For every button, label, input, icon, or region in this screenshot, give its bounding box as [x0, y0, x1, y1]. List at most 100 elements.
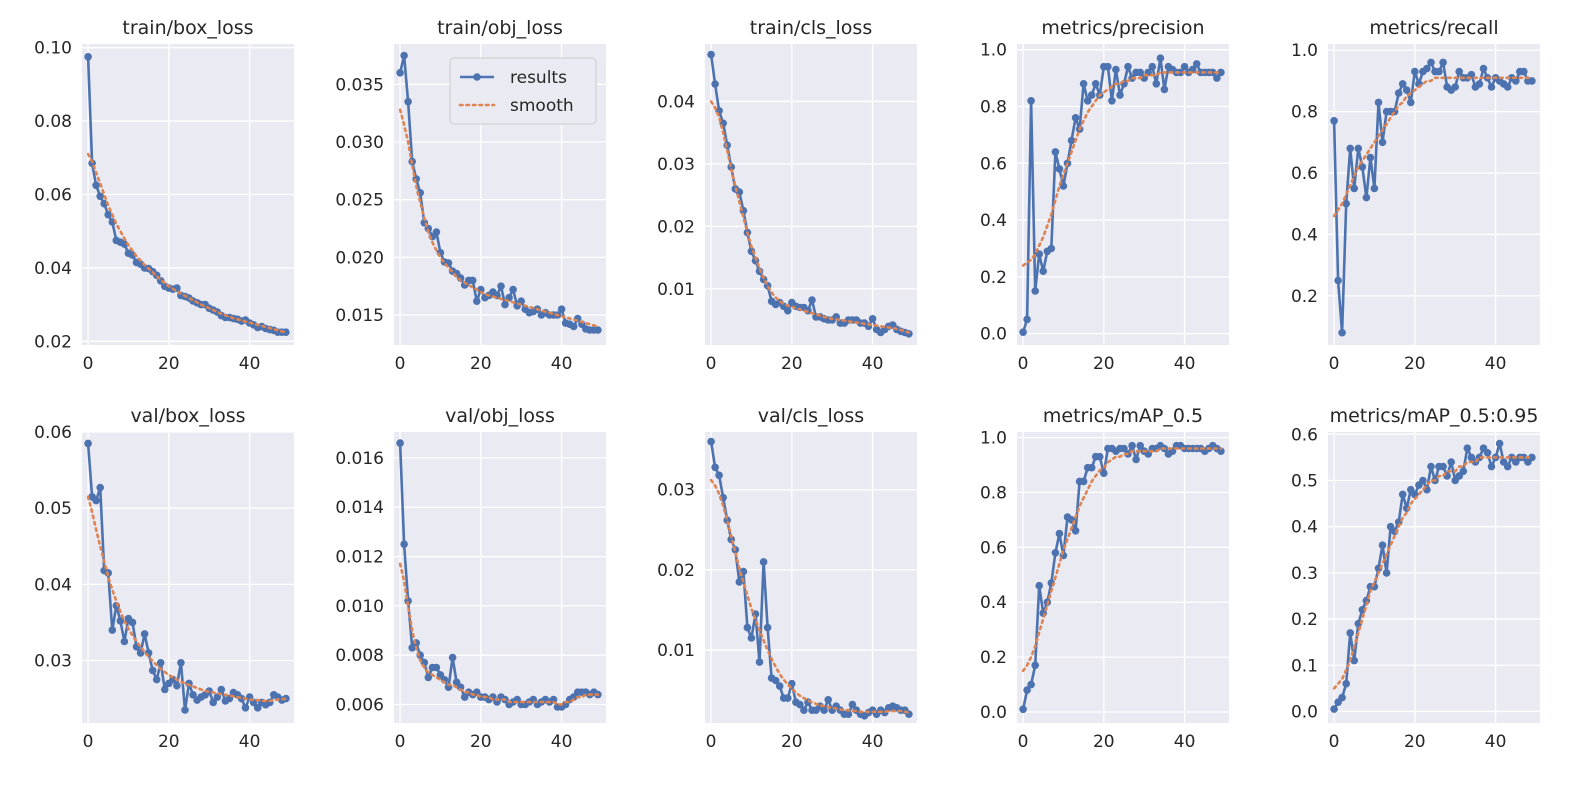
x-tick-label: 20: [781, 732, 803, 752]
results-point: [1475, 80, 1484, 88]
results-point: [1342, 199, 1350, 208]
results-point: [1378, 541, 1387, 549]
y-tick-label: 0.4: [980, 593, 1007, 613]
results-point: [775, 682, 784, 690]
plot-area: [1328, 44, 1540, 345]
subplot-10: 0 20 40 0.0 0.1 0.2 0.3 0.4 0.5 0.6 metrics/mAP_0.…: [1291, 405, 1540, 752]
y-tick-label: 0.6: [980, 538, 1007, 558]
results-point: [723, 516, 731, 524]
x-tick-label: 40: [1174, 354, 1196, 374]
results-point: [784, 306, 792, 315]
results-point: [1031, 661, 1039, 670]
results-point: [1100, 469, 1108, 478]
results-point: [1407, 98, 1415, 107]
x-tick-label: 0: [83, 732, 94, 752]
y-tick-label: 0.03: [657, 155, 695, 175]
subplot-title: train/cls_loss: [750, 17, 872, 39]
results-point: [84, 439, 92, 448]
y-tick-label: 0.03: [657, 481, 695, 501]
y-tick-label: 0.6: [980, 154, 1007, 174]
y-tick-label: 0.04: [34, 259, 72, 279]
results-point: [1487, 462, 1496, 471]
legend: results smooth: [449, 57, 597, 125]
results-point: [1382, 569, 1391, 577]
results-point: [1520, 67, 1528, 76]
y-tick-label: 0.3: [1291, 564, 1318, 584]
results-point: [1398, 490, 1407, 499]
results-point: [1079, 80, 1088, 88]
y-tick-label: 0.010: [335, 597, 384, 617]
x-tick-label: 0: [706, 732, 717, 752]
results-point: [1374, 98, 1383, 107]
results-point: [1528, 77, 1536, 85]
smooth-line: [709, 478, 911, 714]
results-point: [800, 706, 808, 714]
x-tick-label: 20: [158, 732, 180, 752]
subplot-title: val/obj_loss: [445, 405, 555, 427]
x-tick-label: 40: [1174, 732, 1196, 752]
y-tick-label: 0.04: [657, 92, 695, 112]
subplot-8: 0 20 40 0.01 0.02 0.03 val/cls_loss: [657, 405, 917, 752]
y-tick-label: 0.4: [980, 211, 1007, 231]
results-point: [1394, 89, 1403, 97]
x-tick-label: 40: [239, 354, 261, 374]
x-tick-label: 40: [862, 732, 884, 752]
results-point: [1411, 67, 1419, 76]
smooth-line: [86, 495, 288, 703]
results-point: [1334, 276, 1342, 285]
results-point: [820, 706, 828, 714]
y-tick-label: 0.0: [980, 325, 1007, 345]
results-point: [1104, 62, 1112, 71]
x-tick-label: 40: [239, 732, 261, 752]
y-tick-label: 0.05: [34, 499, 72, 519]
y-tick-label: 0.0: [1291, 702, 1318, 722]
results-point: [1362, 193, 1371, 202]
results-point: [501, 300, 509, 309]
results-point: [1031, 287, 1039, 295]
results-point: [1346, 144, 1354, 153]
results-point: [1160, 85, 1169, 94]
results-point: [189, 691, 197, 699]
results-point: [108, 626, 117, 634]
results-point: [432, 663, 441, 672]
y-tick-label: 0.4: [1291, 518, 1318, 538]
results-point: [396, 69, 404, 77]
results-point: [1447, 458, 1455, 466]
x-tick-label: 20: [470, 354, 492, 374]
x-tick-label: 0: [395, 732, 406, 752]
results-point: [824, 696, 832, 704]
x-tick-label: 40: [551, 732, 573, 752]
results-point: [1338, 693, 1346, 702]
results-point: [711, 463, 719, 472]
results-point: [844, 710, 853, 718]
results-point: [1455, 67, 1463, 76]
results-point: [747, 634, 756, 642]
results-point: [868, 315, 877, 323]
results-point: [1439, 462, 1447, 471]
results-point: [1027, 680, 1035, 689]
y-tick-label: 0.2: [980, 648, 1007, 668]
results-point: [1071, 527, 1080, 535]
x-tick-label: 20: [1404, 732, 1426, 752]
results-point: [1055, 529, 1064, 538]
results-point: [1338, 328, 1346, 337]
results-point: [148, 666, 157, 675]
results-point: [1346, 629, 1354, 637]
results-point: [1439, 58, 1447, 67]
results-point: [161, 685, 169, 694]
results-point: [1096, 452, 1104, 461]
results-point: [92, 181, 100, 190]
x-tick-label: 0: [1329, 354, 1340, 374]
y-tick-label: 0.0: [980, 703, 1007, 723]
results-point: [84, 53, 92, 61]
smooth-line: [86, 152, 288, 334]
results-point: [181, 706, 189, 714]
results-point: [1427, 462, 1435, 471]
results-point: [1378, 138, 1387, 147]
subplot-title: metrics/mAP_0.5: [1043, 405, 1203, 427]
y-tick-label: 0.08: [34, 112, 72, 132]
y-tick-label: 1.0: [980, 41, 1007, 61]
results-point: [759, 558, 768, 566]
x-tick-label: 0: [1018, 732, 1029, 752]
